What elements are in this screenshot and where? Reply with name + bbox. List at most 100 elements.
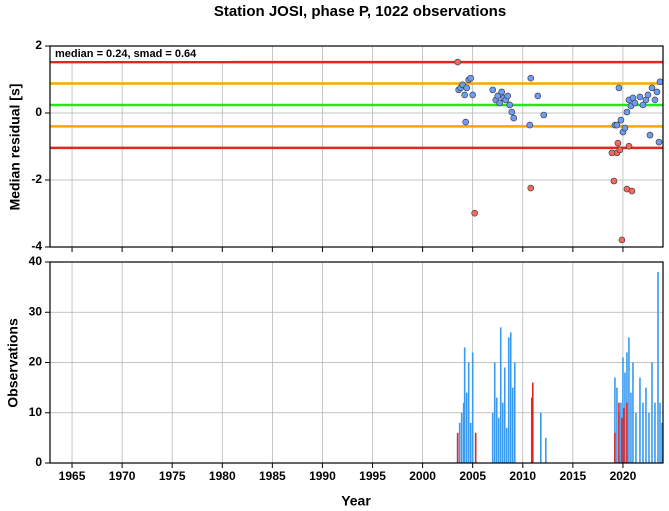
x-tick-label: 2010 bbox=[509, 469, 536, 483]
x-tick-label: 2015 bbox=[560, 469, 587, 483]
data-point bbox=[610, 177, 618, 185]
chart-title: Station JOSI, phase P, 1022 observations bbox=[214, 3, 506, 20]
data-point bbox=[608, 149, 616, 157]
annotation: median = 0.24, smad = 0.64 bbox=[55, 48, 197, 60]
bar bbox=[645, 387, 647, 463]
bar bbox=[651, 362, 653, 463]
x-tick-label: 2020 bbox=[610, 469, 637, 483]
bar bbox=[469, 422, 472, 463]
data-point bbox=[498, 88, 506, 96]
plot-frame bbox=[49, 45, 664, 248]
bar bbox=[497, 417, 500, 463]
data-point bbox=[617, 116, 625, 124]
data-point bbox=[526, 121, 534, 129]
y-tick-label: -2 bbox=[31, 172, 42, 186]
data-point bbox=[527, 184, 535, 192]
data-point bbox=[506, 101, 514, 109]
bar bbox=[614, 432, 616, 463]
bar bbox=[456, 432, 459, 463]
y-tick-label: 40 bbox=[29, 254, 43, 268]
bar bbox=[639, 377, 641, 463]
bar bbox=[632, 362, 634, 463]
data-point bbox=[467, 74, 474, 82]
bar bbox=[531, 382, 534, 463]
x-tick-label: 1980 bbox=[209, 469, 236, 483]
data-point bbox=[494, 92, 502, 100]
data-point bbox=[540, 111, 548, 119]
bar bbox=[509, 332, 512, 463]
bar bbox=[513, 362, 516, 463]
bar bbox=[503, 367, 506, 463]
data-point bbox=[621, 124, 629, 132]
x-tick-label: 1990 bbox=[309, 469, 336, 483]
bar bbox=[654, 402, 656, 463]
bar bbox=[661, 422, 663, 463]
bar bbox=[507, 337, 510, 463]
bar bbox=[648, 412, 650, 463]
bar bbox=[621, 417, 623, 463]
annotation-bg bbox=[51, 47, 231, 61]
bar bbox=[505, 427, 508, 463]
data-point bbox=[454, 58, 461, 66]
y-axis-label: Observations bbox=[5, 318, 21, 408]
x-tick-label: 2005 bbox=[459, 469, 486, 483]
bar bbox=[620, 402, 622, 463]
data-point bbox=[656, 78, 664, 86]
data-point bbox=[469, 91, 476, 99]
bar bbox=[511, 387, 514, 463]
data-point bbox=[615, 84, 623, 92]
bar bbox=[635, 412, 637, 463]
data-point bbox=[618, 236, 626, 244]
bar bbox=[501, 402, 504, 463]
bar bbox=[626, 402, 628, 463]
bar bbox=[624, 372, 626, 463]
data-point bbox=[631, 99, 639, 107]
data-point bbox=[510, 114, 518, 122]
x-tick-label: 1970 bbox=[109, 469, 136, 483]
bar bbox=[614, 377, 616, 463]
data-point bbox=[623, 108, 631, 116]
bar bbox=[623, 407, 625, 463]
bar bbox=[471, 352, 474, 463]
bar bbox=[499, 327, 502, 463]
data-point bbox=[651, 96, 659, 104]
y-tick-label: 20 bbox=[29, 355, 43, 369]
bar bbox=[622, 357, 624, 463]
data-point bbox=[461, 91, 468, 99]
bar bbox=[474, 432, 477, 463]
bar bbox=[657, 272, 659, 463]
x-tick-label: 1975 bbox=[159, 469, 186, 483]
data-point bbox=[463, 84, 470, 92]
data-point bbox=[614, 139, 622, 147]
data-point bbox=[527, 74, 535, 82]
bar bbox=[458, 422, 461, 463]
data-point bbox=[636, 93, 644, 101]
data-point bbox=[625, 142, 633, 150]
y-tick-label: 0 bbox=[35, 455, 42, 469]
bar bbox=[462, 402, 465, 463]
plot-frame bbox=[49, 261, 664, 464]
x-tick-label: 2000 bbox=[409, 469, 436, 483]
data-point bbox=[646, 131, 654, 139]
data-point bbox=[471, 209, 478, 217]
data-point bbox=[508, 108, 516, 116]
y-tick-label: -4 bbox=[31, 239, 42, 253]
bar bbox=[467, 362, 470, 463]
bar bbox=[642, 402, 644, 463]
data-point bbox=[616, 146, 624, 154]
y-tick-label: 0 bbox=[35, 105, 42, 119]
bar bbox=[460, 412, 463, 463]
bar bbox=[465, 392, 468, 463]
data-point bbox=[504, 92, 512, 100]
y-tick-label: 2 bbox=[35, 38, 42, 52]
data-point bbox=[639, 101, 647, 109]
data-point bbox=[489, 86, 497, 94]
data-point bbox=[496, 99, 504, 107]
x-tick-label: 1985 bbox=[259, 469, 286, 483]
bar bbox=[545, 437, 547, 463]
bar bbox=[618, 402, 620, 463]
bar bbox=[493, 362, 496, 463]
x-axis-label: Year bbox=[341, 493, 371, 509]
data-point bbox=[648, 84, 656, 92]
